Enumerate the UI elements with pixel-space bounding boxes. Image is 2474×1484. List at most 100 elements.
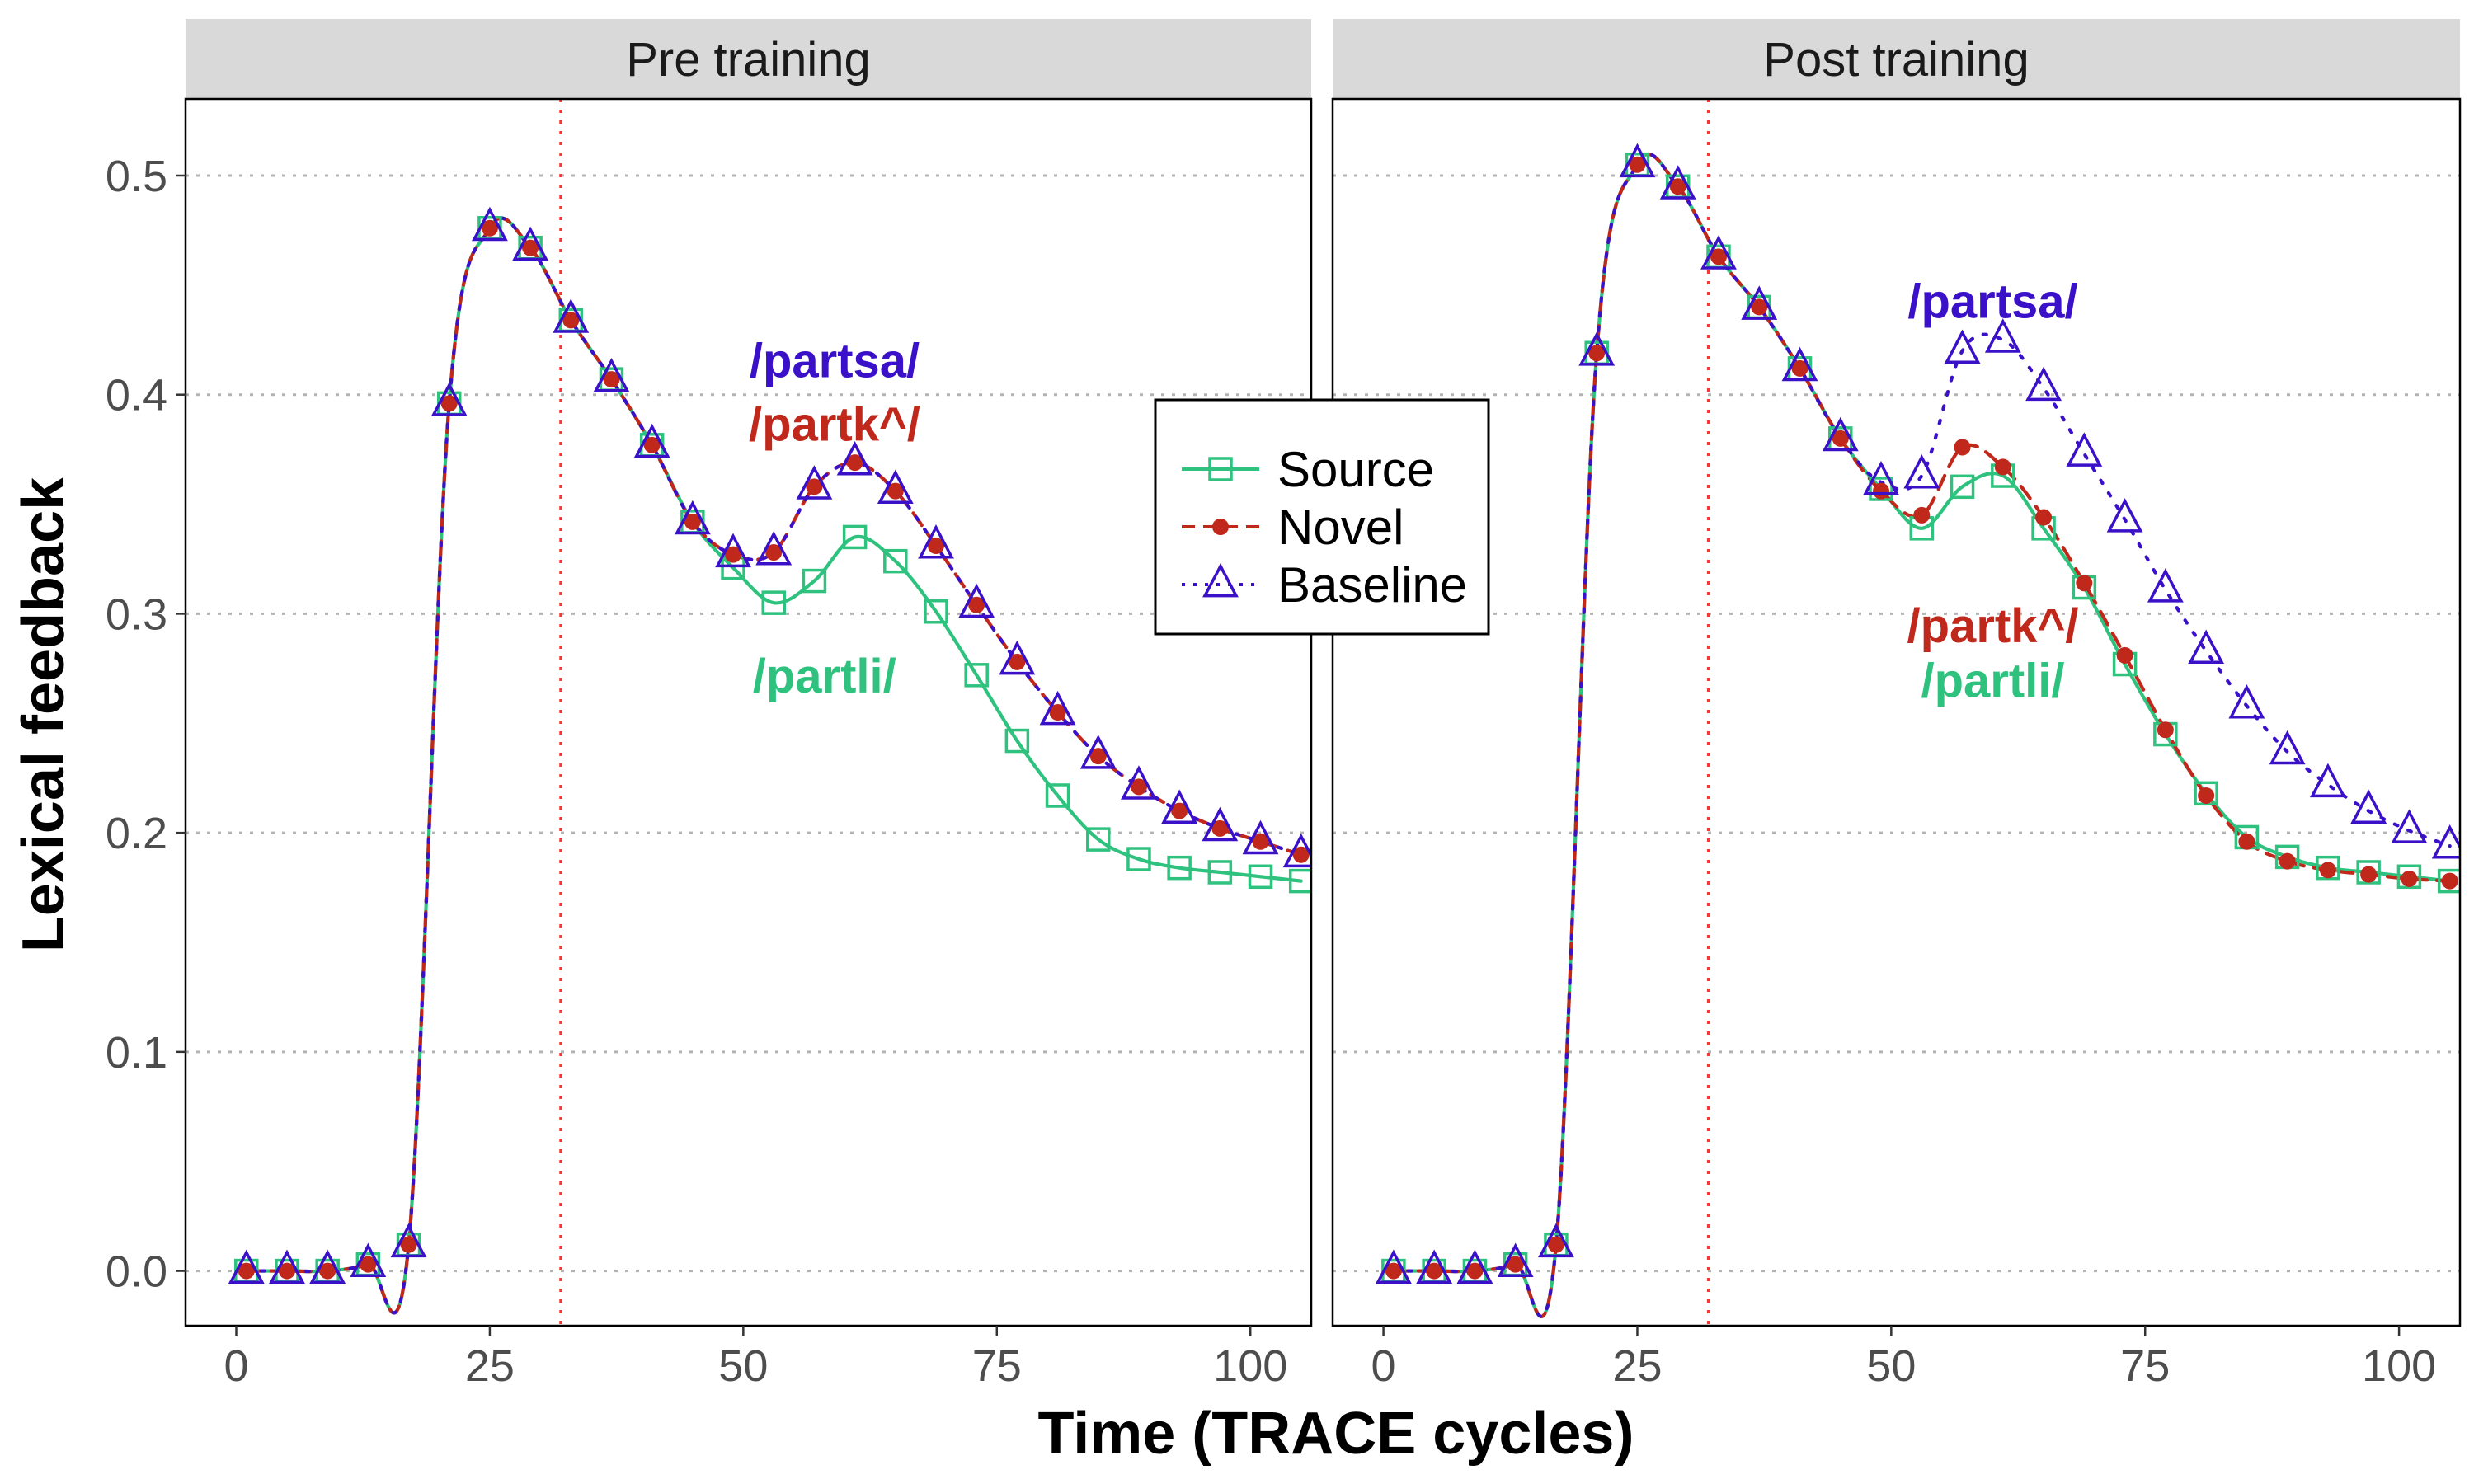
- data-point-baseline: [958, 583, 995, 618]
- legend-label: Baseline: [1277, 557, 1467, 613]
- y-tick-label: 0.4: [106, 371, 167, 420]
- y-tick-label: 0.2: [106, 809, 167, 858]
- data-point-baseline: [1538, 1223, 1574, 1258]
- data-point-baseline: [430, 382, 468, 416]
- data-point-baseline: [1944, 329, 1981, 364]
- data-point-baseline: [1416, 1249, 1453, 1284]
- series-annotation: /partsa/: [1907, 275, 2077, 329]
- data-point-source: [964, 663, 989, 688]
- data-point-source: [883, 548, 908, 574]
- data-point-baseline: [1375, 1249, 1412, 1284]
- data-point-novel: [2076, 575, 2093, 592]
- data-point-baseline: [2025, 366, 2062, 402]
- data-point-source: [924, 599, 948, 624]
- data-point-baseline: [269, 1249, 305, 1284]
- data-point-baseline: [2147, 568, 2184, 603]
- data-point-baseline: [633, 423, 670, 458]
- data-point-novel: [1292, 846, 1310, 863]
- data-point-novel: [1588, 345, 1606, 362]
- data-point-novel: [2198, 787, 2215, 804]
- data-point-baseline: [2431, 824, 2460, 859]
- data-point-source: [1004, 728, 1030, 754]
- data-point-novel: [2319, 862, 2336, 879]
- plot-area: [186, 99, 1311, 1326]
- y-tick-label: 0.1: [106, 1028, 167, 1078]
- series-line-baseline: [1391, 152, 2452, 1318]
- data-point-baseline: [1700, 235, 1737, 270]
- data-point-baseline: [1456, 1249, 1493, 1284]
- data-point-baseline: [2188, 629, 2225, 665]
- data-point-baseline: [1619, 143, 1656, 178]
- panel-border: [184, 97, 1313, 1327]
- x-tick-label: 75: [972, 1341, 1022, 1391]
- y-axis-title: Lexical feedback: [11, 477, 77, 952]
- panels: Pre training/partsa//partk^//partli/0 25 5…: [106, 19, 2462, 1391]
- data-point-novel: [522, 239, 539, 256]
- plot-background: [1333, 99, 2460, 1326]
- data-point-novel: [643, 436, 661, 453]
- y-tick-label: 0.5: [106, 152, 167, 201]
- data-point-baseline: [1242, 819, 1279, 855]
- data-point-novel: [1089, 748, 1107, 765]
- data-point-novel: [400, 1236, 417, 1253]
- data-point-novel: [765, 544, 783, 561]
- data-point-baseline: [1822, 416, 1859, 452]
- axis-titles: Time (TRACE cycles) Lexical feedback: [11, 477, 1634, 1467]
- data-point-baseline: [877, 469, 914, 505]
- data-point-novel: [360, 1256, 377, 1273]
- facet-strip-label: Post training: [1763, 33, 2029, 87]
- data-point-baseline: [755, 530, 793, 566]
- plot-background: [186, 99, 1311, 1326]
- data-point-novel: [968, 596, 985, 613]
- data-point-novel: [2441, 872, 2458, 890]
- data-point-novel: [603, 371, 620, 388]
- x-tick-label: 50: [1866, 1341, 1916, 1391]
- data-point-novel: [1252, 833, 1269, 850]
- data-point-baseline: [390, 1223, 427, 1258]
- data-point-source: [1207, 860, 1233, 885]
- data-point-novel: [1832, 430, 1849, 447]
- data-point-baseline: [593, 358, 630, 392]
- x-axis-title: Time (TRACE cycles): [1038, 1401, 1634, 1467]
- data-point-novel: [1629, 156, 1646, 173]
- panel-post-training: Post training/partsa/ /partk^//partli/0 25…: [1331, 19, 2462, 1391]
- data-point-source: [1869, 477, 1893, 501]
- data-point-novel: [1710, 248, 1727, 265]
- data-point-baseline: [2391, 809, 2428, 843]
- data-point-source: [2356, 860, 2381, 885]
- x-tick-label: 100: [1213, 1341, 1287, 1391]
- legend-key-novel: [1182, 519, 1259, 535]
- data-point-novel: [1994, 458, 2011, 476]
- data-point-baseline: [1497, 1242, 1534, 1278]
- data-point-source: [1086, 827, 1111, 852]
- data-point-novel: [725, 546, 742, 563]
- legend-key-marker: [1202, 562, 1239, 598]
- data-point-baseline: [1578, 331, 1616, 366]
- facet-strip: [1333, 19, 2460, 99]
- data-point-source: [1126, 847, 1151, 871]
- data-point-source: [1288, 868, 1311, 894]
- data-point-baseline: [228, 1249, 265, 1284]
- data-point-baseline: [350, 1242, 387, 1278]
- data-point-novel: [806, 478, 823, 495]
- data-point-novel: [1669, 178, 1686, 195]
- series-annotation: /partli/: [753, 650, 896, 703]
- data-point-baseline: [2228, 683, 2265, 719]
- data-point-novel: [887, 482, 904, 500]
- data-point-source: [2396, 864, 2422, 890]
- x-tick-label: 100: [2362, 1341, 2436, 1391]
- data-point-novel: [278, 1262, 295, 1280]
- data-point-source: [761, 590, 786, 615]
- data-point-baseline: [1903, 453, 1940, 489]
- data-point-novel: [1426, 1262, 1443, 1280]
- data-point-baseline: [1781, 346, 1818, 382]
- data-point-novel: [846, 454, 863, 472]
- data-point-novel: [2238, 833, 2255, 850]
- data-point-source: [2437, 868, 2460, 894]
- data-point-novel: [238, 1262, 255, 1280]
- data-point-novel: [2116, 646, 2133, 664]
- data-point-baseline: [999, 640, 1036, 675]
- panel-pre-training: Pre training/partsa/ /partk^/ /partli/0 25 5…: [106, 19, 1313, 1391]
- data-point-source: [1167, 855, 1192, 881]
